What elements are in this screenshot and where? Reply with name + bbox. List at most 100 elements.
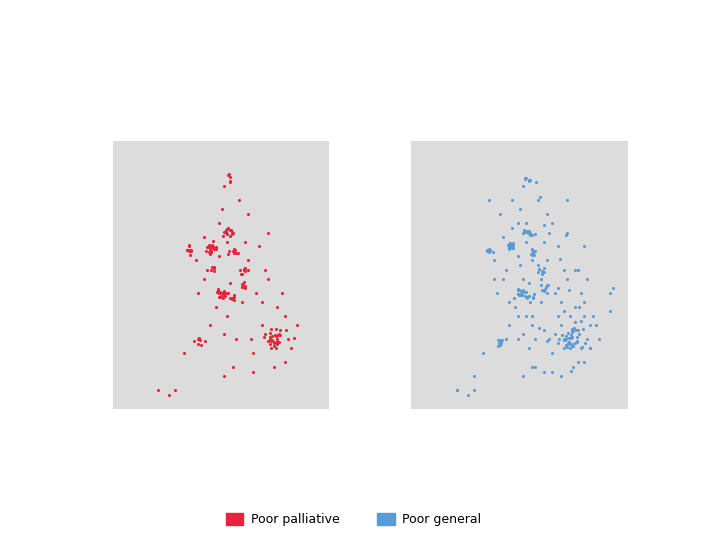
Point	[513, 286, 524, 294]
Point	[271, 338, 283, 346]
Point	[539, 286, 550, 295]
Point	[247, 349, 259, 357]
Point	[216, 293, 228, 301]
Point	[170, 386, 181, 394]
Point	[266, 337, 277, 345]
Point	[584, 321, 595, 330]
Point	[221, 227, 232, 236]
Point	[520, 288, 532, 296]
Point	[530, 247, 541, 255]
Point	[484, 245, 495, 254]
Point	[566, 366, 577, 375]
Point	[566, 331, 577, 340]
Point	[469, 386, 480, 394]
Point	[214, 287, 226, 296]
Point	[274, 330, 285, 338]
Point	[222, 224, 233, 233]
Point	[207, 242, 218, 251]
Point	[228, 248, 239, 256]
Point	[201, 265, 213, 274]
Point	[527, 312, 538, 320]
Point	[489, 275, 500, 283]
Point	[225, 294, 236, 303]
Point	[520, 219, 532, 228]
Point	[224, 231, 235, 240]
Point	[527, 321, 538, 330]
Point	[494, 336, 506, 344]
Point	[265, 344, 276, 353]
Point	[483, 247, 494, 256]
Point	[182, 246, 193, 255]
Polygon shape	[410, 140, 628, 408]
Point	[506, 243, 517, 252]
Point	[530, 177, 541, 186]
Point	[271, 340, 283, 349]
Point	[578, 298, 590, 306]
Point	[533, 323, 544, 332]
Point	[271, 324, 282, 333]
Point	[219, 182, 230, 191]
Point	[228, 245, 240, 254]
Point	[528, 248, 539, 257]
Point	[563, 334, 575, 343]
Point	[570, 326, 581, 334]
Point	[218, 287, 230, 296]
Point	[496, 336, 508, 344]
Point	[522, 228, 534, 237]
Point	[571, 338, 582, 346]
Point	[226, 225, 237, 234]
Point	[211, 288, 223, 296]
Point	[578, 312, 590, 320]
Point	[530, 334, 541, 343]
Point	[549, 288, 561, 297]
Point	[230, 334, 242, 343]
Point	[525, 249, 537, 258]
Point	[477, 349, 489, 357]
Point	[193, 334, 204, 343]
Point	[534, 265, 545, 274]
Point	[542, 337, 553, 346]
Point	[494, 341, 506, 350]
Point	[211, 243, 222, 252]
Point	[570, 265, 581, 274]
Point	[242, 256, 253, 264]
Point	[495, 337, 506, 345]
Point	[562, 339, 573, 348]
Point	[228, 249, 240, 257]
Point	[505, 241, 516, 249]
Point	[269, 337, 280, 346]
Point	[563, 340, 575, 349]
Point	[164, 390, 175, 399]
Point	[216, 292, 227, 301]
Point	[269, 342, 280, 350]
Point	[481, 246, 493, 255]
Point	[481, 245, 493, 254]
Point	[516, 291, 527, 299]
Point	[552, 242, 563, 251]
Point	[572, 337, 583, 346]
Point	[504, 239, 515, 248]
Point	[226, 230, 238, 239]
Point	[190, 256, 201, 264]
Point	[218, 228, 229, 236]
Point	[227, 227, 238, 236]
Point	[221, 225, 232, 234]
Point	[288, 333, 300, 342]
Point	[503, 241, 515, 250]
Point	[584, 344, 595, 353]
Point	[271, 331, 282, 340]
Point	[247, 367, 259, 376]
Point	[547, 349, 558, 357]
Point	[257, 321, 268, 330]
Point	[264, 334, 276, 343]
Point	[566, 332, 578, 341]
Point	[508, 241, 519, 249]
Point	[515, 261, 526, 269]
Point	[199, 233, 210, 242]
Point	[283, 334, 294, 343]
Point	[527, 294, 539, 303]
Point	[555, 298, 566, 306]
Point	[199, 275, 210, 283]
Point	[530, 230, 541, 239]
Point	[205, 245, 216, 254]
